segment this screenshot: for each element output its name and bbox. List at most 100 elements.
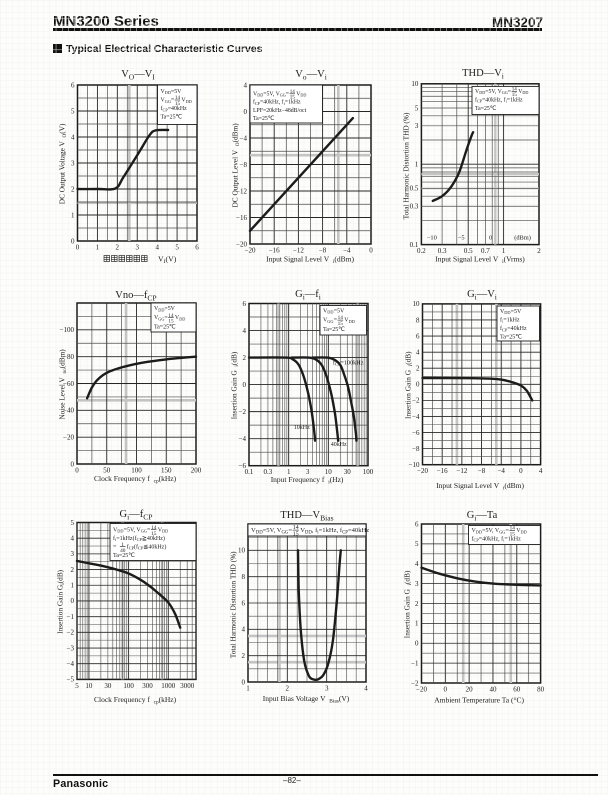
- svg-text:=: =: [506, 528, 510, 534]
- svg-text:−5: −5: [67, 676, 75, 684]
- svg-text:=: =: [113, 544, 117, 550]
- svg-text:(dBm): (dBm): [231, 123, 240, 143]
- svg-text:5: 5: [415, 540, 419, 548]
- svg-text:−4: −4: [497, 467, 505, 475]
- svg-text:100: 100: [363, 468, 374, 476]
- svg-text:10kHz: 10kHz: [294, 425, 310, 431]
- svg-text:(V): (V): [166, 255, 177, 264]
- svg-text:DD: DD: [158, 307, 164, 312]
- svg-text:i: i: [502, 259, 504, 265]
- svg-text:4: 4: [242, 626, 246, 634]
- svg-text:=40kHz, f: =40kHz, f: [479, 535, 503, 542]
- svg-text:i: i: [475, 292, 477, 301]
- svg-text:DD: DD: [504, 310, 510, 315]
- svg-text:3: 3: [415, 580, 419, 588]
- svg-text:f: f: [161, 105, 163, 112]
- svg-text:0: 0: [76, 244, 80, 252]
- svg-text:G: G: [467, 510, 475, 521]
- svg-text:−8: −8: [319, 247, 327, 255]
- svg-text:f: f: [333, 359, 336, 366]
- svg-text:Total Harmonic Distortion TH: Total Harmonic Distortion THD (%): [402, 112, 411, 219]
- svg-text:−2: −2: [412, 397, 420, 405]
- svg-text:f: f: [315, 289, 319, 300]
- svg-text:—: —: [306, 69, 318, 80]
- svg-text:−4: −4: [240, 134, 248, 142]
- svg-text:V: V: [121, 69, 129, 80]
- svg-text:=5V, V: =5V, V: [263, 527, 282, 534]
- svg-text:G: G: [467, 289, 475, 300]
- svg-text:(dBm): (dBm): [504, 481, 524, 490]
- svg-text:−20: −20: [245, 247, 256, 255]
- svg-text:3: 3: [71, 550, 75, 558]
- svg-text:V: V: [253, 91, 258, 97]
- svg-text:−80: −80: [63, 353, 74, 361]
- svg-text:4: 4: [244, 81, 248, 89]
- svg-text:0.5: 0.5: [464, 247, 473, 255]
- svg-text:GG: GG: [282, 530, 289, 535]
- svg-text:i: i: [319, 292, 321, 301]
- svg-text:GG: GG: [141, 529, 147, 534]
- svg-text:CP: CP: [137, 537, 143, 542]
- svg-text:(dB): (dB): [403, 570, 412, 584]
- svg-text:—: —: [483, 68, 495, 79]
- svg-text:—: —: [128, 509, 140, 520]
- svg-text:DC Output Voltage V: DC Output Voltage V: [58, 140, 67, 204]
- svg-text:=40kHz: =40kHz: [168, 106, 187, 112]
- svg-text:4: 4: [155, 244, 159, 252]
- svg-text:2: 2: [416, 365, 420, 373]
- svg-text:Input Signal Level V: Input Signal Level V: [435, 255, 499, 264]
- svg-text:0: 0: [71, 237, 75, 245]
- svg-text:=40kHz, f: =40kHz, f: [260, 99, 284, 106]
- svg-text:Ambient Temperature Ta (°C): Ambient Temperature Ta (°C): [434, 696, 524, 705]
- svg-text:i: i: [60, 583, 66, 585]
- svg-text:10: 10: [85, 682, 93, 690]
- svg-text:i: i: [502, 71, 504, 80]
- svg-text:Bias: Bias: [320, 513, 333, 522]
- svg-text:0: 0: [71, 460, 75, 468]
- svg-text:=: =: [508, 89, 511, 95]
- svg-text:0.3: 0.3: [410, 203, 419, 211]
- svg-text:i: i: [495, 292, 497, 301]
- svg-text:−12: −12: [456, 467, 467, 475]
- svg-text:DD: DD: [300, 93, 306, 98]
- svg-text:15: 15: [338, 321, 344, 327]
- svg-text:5: 5: [175, 244, 179, 252]
- svg-text:≦40kHz): ≦40kHz): [143, 543, 166, 550]
- svg-text:6: 6: [242, 599, 246, 607]
- svg-text:=100kHz: =100kHz: [340, 359, 363, 366]
- svg-text:15: 15: [175, 101, 181, 107]
- svg-text:10: 10: [325, 468, 333, 476]
- svg-text:i: i: [408, 364, 414, 366]
- svg-text:15: 15: [290, 95, 296, 101]
- svg-text:V: V: [161, 98, 166, 104]
- svg-text:0: 0: [489, 235, 492, 242]
- svg-text:4: 4: [71, 535, 75, 543]
- svg-text:1: 1: [246, 685, 250, 693]
- svg-text:f: f: [127, 543, 129, 550]
- svg-text:0.2: 0.2: [417, 247, 426, 255]
- svg-text:15: 15: [168, 319, 174, 325]
- svg-text:1: 1: [121, 542, 124, 548]
- svg-text:o: o: [303, 72, 307, 81]
- svg-text:−6: −6: [239, 462, 247, 470]
- svg-text:f: f: [140, 509, 144, 520]
- svg-text:cp: cp: [154, 700, 159, 706]
- svg-text:−20: −20: [417, 467, 428, 475]
- svg-text:14: 14: [168, 313, 174, 319]
- svg-text:2: 2: [243, 354, 247, 362]
- svg-text:=5V: =5V: [511, 309, 522, 315]
- svg-text:1: 1: [71, 582, 75, 590]
- svg-text:1: 1: [287, 468, 291, 476]
- svg-text:V: V: [472, 528, 477, 534]
- svg-text:V: V: [154, 315, 159, 321]
- svg-text:150: 150: [161, 467, 172, 475]
- svg-text:14: 14: [290, 89, 296, 95]
- svg-text:DD: DD: [479, 90, 485, 95]
- svg-text:V: V: [158, 255, 164, 264]
- svg-text:DD: DD: [305, 530, 312, 535]
- svg-text:1000: 1000: [161, 682, 176, 690]
- svg-text:4: 4: [416, 348, 420, 356]
- svg-text:1: 1: [96, 244, 100, 252]
- svg-text:Ta=25℃: Ta=25℃: [475, 106, 497, 112]
- svg-text:=40kHz: =40kHz: [348, 527, 369, 534]
